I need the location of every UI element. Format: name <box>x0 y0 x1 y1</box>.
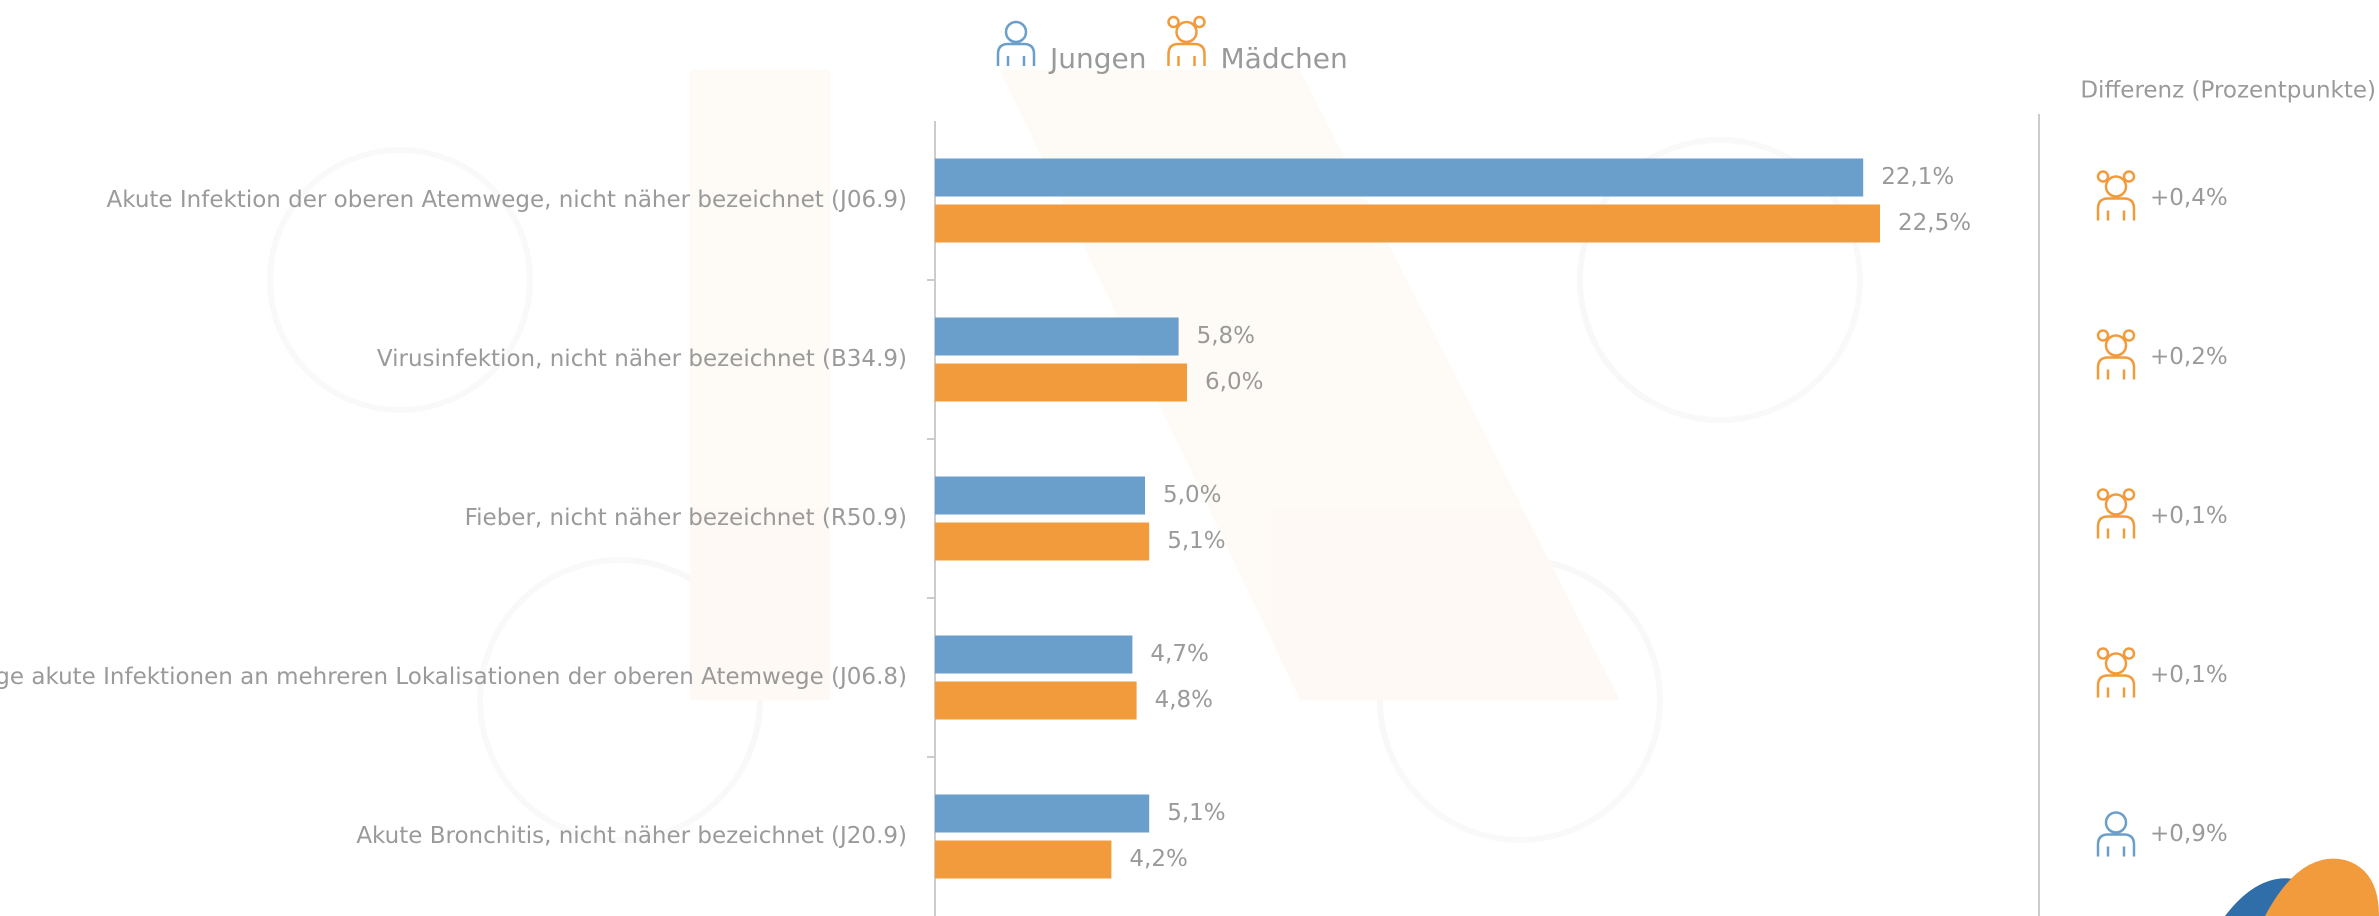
value-label: 22,1% <box>1881 164 1954 190</box>
bar <box>935 476 1145 515</box>
difference-label: +0,1% <box>2150 503 2228 529</box>
bar <box>935 522 1150 561</box>
icon-body <box>2096 197 2136 221</box>
icon-head <box>2104 493 2128 516</box>
icon-body <box>2096 674 2136 698</box>
difference-icon <box>2096 170 2136 221</box>
value-label: 4,7% <box>1150 641 1208 667</box>
icon-head <box>1004 20 1028 44</box>
icon-head <box>2104 334 2128 357</box>
value-label: 6,0% <box>1205 369 1263 395</box>
bar <box>935 635 1133 674</box>
legend-label: Jungen <box>1048 42 1147 75</box>
difference-label: +0,9% <box>2150 821 2228 847</box>
icon-head <box>2104 175 2128 198</box>
category-label: Fieber, nicht näher bezeichnet (R50.9) <box>465 505 907 531</box>
value-label: 22,5% <box>1898 210 1971 236</box>
difference-title: Differenz (Prozentpunkte) <box>2080 78 2376 104</box>
icon-bun <box>2096 329 2110 342</box>
bar <box>935 681 1137 720</box>
legend-icon <box>996 20 1036 66</box>
icon-bun <box>2122 329 2136 342</box>
icon-body <box>2096 515 2136 539</box>
icon-body <box>996 42 1036 66</box>
icon-body <box>1167 42 1206 66</box>
value-label: 4,8% <box>1155 687 1213 713</box>
icon-bun <box>2096 647 2110 660</box>
icon-bun <box>2096 488 2110 501</box>
bar <box>935 363 1187 402</box>
corner-decoration <box>2225 858 2379 916</box>
category-label: Virusinfektion, nicht näher bezeichnet (… <box>377 346 907 372</box>
difference-label: +0,1% <box>2150 662 2228 688</box>
legend-label: Mädchen <box>1221 42 1348 75</box>
bar <box>935 794 1150 833</box>
icon-bun <box>2096 170 2110 183</box>
icon-bun <box>1193 15 1206 29</box>
icon-body <box>2096 833 2136 857</box>
icon-bun <box>2122 647 2136 660</box>
bar <box>935 158 1864 197</box>
icon-bun <box>2122 488 2136 501</box>
difference-icon <box>2096 329 2136 380</box>
bar <box>935 317 1179 356</box>
value-label: 5,1% <box>1167 800 1225 826</box>
icon-body <box>2096 356 2136 380</box>
value-label: 4,2% <box>1129 846 1187 872</box>
value-label: 5,1% <box>1167 528 1225 554</box>
bar <box>935 840 1112 879</box>
icon-head <box>2104 652 2128 675</box>
difference-icon <box>2096 488 2136 539</box>
value-label: 5,8% <box>1197 323 1255 349</box>
category-label: Akute Bronchitis, nicht näher bezeichnet… <box>356 823 907 849</box>
icon-head <box>1175 20 1198 44</box>
icon-bun <box>2122 170 2136 183</box>
icon-bun <box>1167 15 1180 29</box>
difference-icon <box>2096 811 2136 857</box>
difference-icon <box>2096 647 2136 698</box>
difference-label: +0,2% <box>2150 344 2228 370</box>
value-label: 5,0% <box>1163 482 1221 508</box>
category-label: Akute Infektion der oberen Atemwege, nic… <box>106 187 907 213</box>
category-label: Sonstige akute Infektionen an mehreren L… <box>0 664 907 690</box>
bar <box>935 204 1880 243</box>
icon-head <box>2104 811 2128 834</box>
difference-label: +0,4% <box>2150 185 2228 211</box>
legend-icon <box>1167 15 1206 66</box>
